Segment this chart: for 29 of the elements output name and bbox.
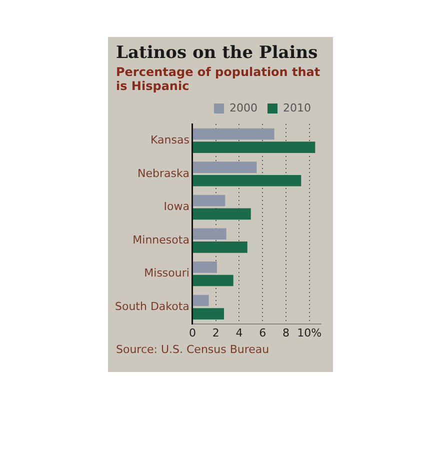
- bar: [192, 208, 251, 220]
- bar: [192, 274, 234, 286]
- y-tick-label: Kansas: [150, 134, 190, 147]
- bar: [192, 242, 248, 253]
- bar: [192, 308, 224, 320]
- x-tick-label: 2: [212, 326, 220, 340]
- x-tick-label: 6: [259, 326, 266, 340]
- legend-label: 2000: [230, 101, 258, 114]
- legend-label: 2010: [283, 101, 312, 114]
- bar: [192, 174, 302, 186]
- bar: [192, 162, 257, 173]
- y-tick-label: Minnesota: [132, 233, 190, 246]
- bar: [192, 194, 226, 206]
- chart-title: Latinos on the Plains: [116, 43, 319, 63]
- y-tick-label: Nebraska: [138, 166, 190, 180]
- bar: [192, 262, 217, 273]
- x-tick-label: 8: [282, 326, 290, 340]
- y-tick-label: Missouri: [144, 266, 190, 280]
- bar: [192, 142, 316, 153]
- x-tick-label: 0: [188, 326, 196, 340]
- x-tick-label: 4: [236, 326, 243, 340]
- y-tick-label: Iowa: [164, 200, 190, 214]
- bar: [192, 294, 209, 306]
- bar: [192, 128, 274, 140]
- x-tick-label: 10%: [297, 326, 322, 340]
- chart-subtitle: Percentage of population that is Hispanic: [116, 65, 321, 93]
- source-note: Source: U.S. Census Bureau: [115, 343, 270, 356]
- y-tick-label: South Dakota: [114, 300, 190, 314]
- bar: [192, 228, 226, 240]
